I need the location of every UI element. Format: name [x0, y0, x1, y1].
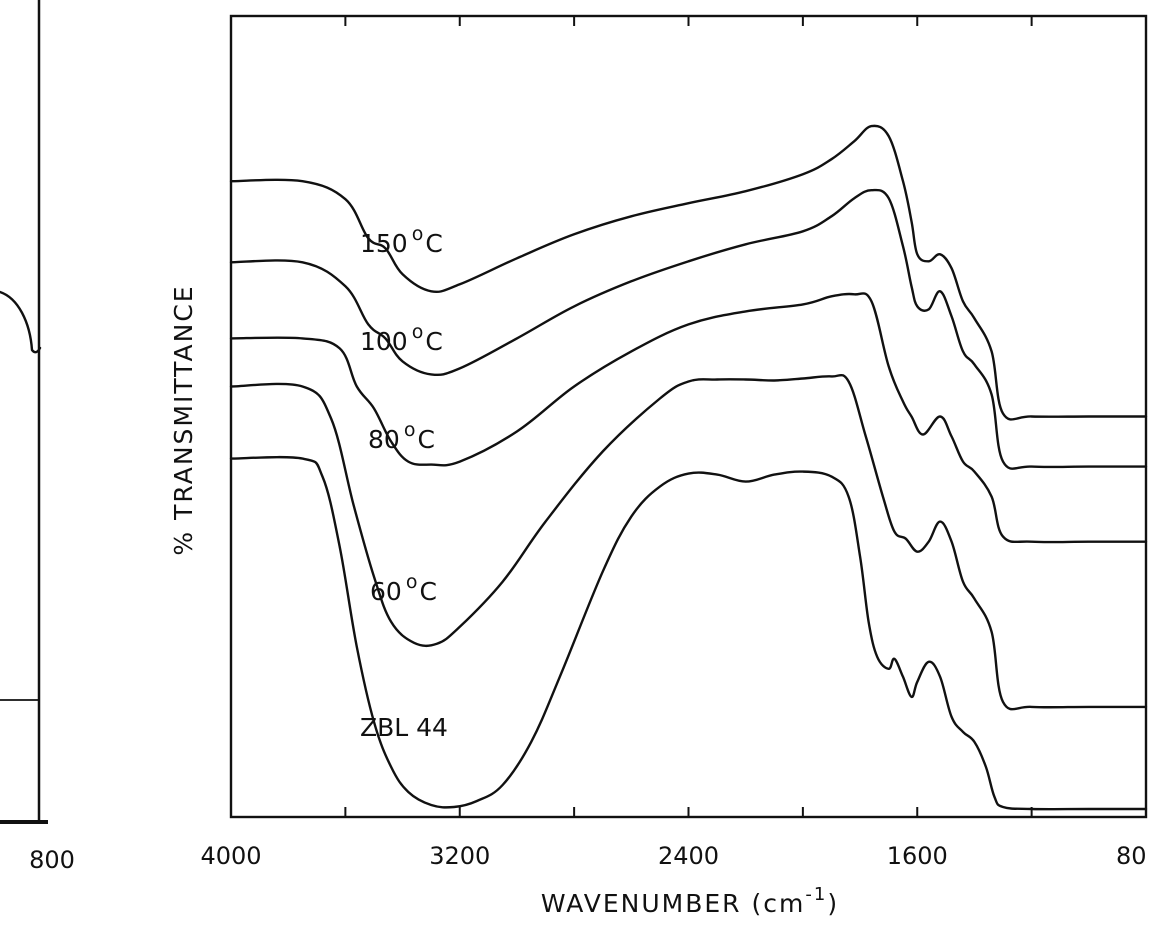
x-tick-label-1: 3200: [429, 842, 490, 870]
left-panel-tick-label: 800: [29, 846, 75, 874]
x-tick-label-3: 1600: [887, 842, 948, 870]
x-tick-label-4: 80: [1116, 842, 1147, 870]
series-label-100c: 100 oC: [360, 321, 443, 356]
series-label-150c: 150 oC: [360, 223, 443, 258]
series-line-1: [229, 188, 1148, 470]
x-tick-labels: 4000 3200 2400 1600 80: [200, 842, 1146, 870]
series-line-4: [229, 455, 1148, 811]
chart-main: 4000 3200 2400 1600 80 150 oC 100 oC 80 oC 60 oC…: [169, 14, 1148, 918]
series-label-zbl44: ZBL 44: [360, 713, 448, 742]
y-axis-title: % TRANSMITTANCE: [169, 284, 198, 555]
spectra-curves: [229, 124, 1148, 811]
tick-marks: [344, 16, 1033, 817]
left-panel-curve: [0, 290, 42, 354]
x-tick-label-2: 2400: [658, 842, 719, 870]
x-axis-title: WAVENUMBER (cm-1): [541, 884, 839, 918]
series-line-0: [229, 124, 1148, 421]
series-line-3: [229, 373, 1148, 711]
series-line-2: [229, 292, 1148, 544]
series-label-60c: 60 oC: [370, 571, 437, 606]
left-panel: 800: [0, 0, 75, 874]
series-label-80c: 80 oC: [368, 419, 435, 454]
x-tick-label-0: 4000: [200, 842, 261, 870]
